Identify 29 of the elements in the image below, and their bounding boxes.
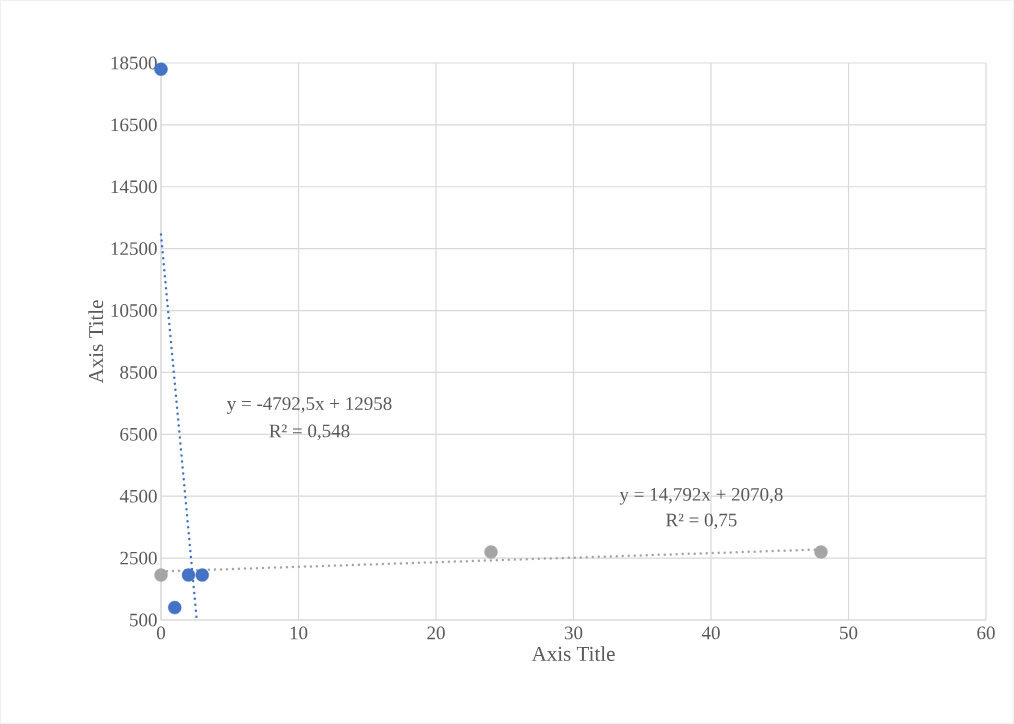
y-tick-label: 6500 <box>120 427 157 441</box>
x-tick-label: 20 <box>427 626 445 640</box>
y-tick-label: 16500 <box>111 118 157 132</box>
x-tick-label: 0 <box>156 626 166 640</box>
x-tick-label: 30 <box>564 626 583 640</box>
y-tick-label: 14500 <box>111 180 157 194</box>
annotation: R² = 0,75 <box>666 513 737 530</box>
x-tick-label: 60 <box>977 626 995 640</box>
point <box>195 568 209 582</box>
y-tick-label: 2500 <box>120 551 157 565</box>
x-axis-title: Axis Title <box>531 646 615 661</box>
point <box>181 568 196 582</box>
y-tick-label: 4500 <box>119 489 157 503</box>
y-tick-label: 500 <box>130 613 157 627</box>
y-tick-label: 12500 <box>111 242 157 256</box>
y-tick-label: 10500 <box>111 304 157 317</box>
y-axis-title: Axis Title <box>88 300 104 384</box>
annotation: R² = 0,548 <box>269 424 350 441</box>
y-tick-label: 8500 <box>120 366 157 379</box>
point <box>154 568 168 582</box>
point <box>814 545 828 559</box>
annotation: y = -4792,5x + 12958 <box>226 397 392 414</box>
x-tick-label: 10 <box>290 626 308 640</box>
point <box>484 545 498 559</box>
annotation: y = 14,792x + 2070,8 <box>619 487 783 505</box>
point <box>168 600 182 615</box>
x-tick-label: 50 <box>840 626 858 640</box>
x-tick-label: 40 <box>701 626 720 640</box>
y-tick-label: 18500 <box>111 56 157 70</box>
